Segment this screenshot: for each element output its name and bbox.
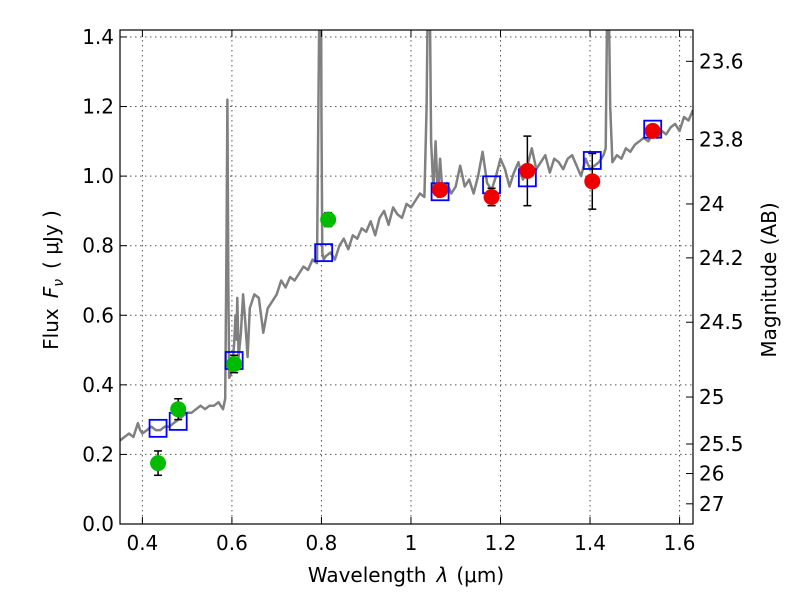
x-tick-label: 0.6 — [216, 531, 248, 555]
y-tick-label: 1.4 — [82, 25, 114, 49]
marker-layer — [148, 119, 663, 477]
observed-point — [584, 173, 601, 190]
spectrum-layer — [120, 30, 693, 442]
y2-tick-label: 24.2 — [699, 246, 744, 270]
observed-point — [320, 211, 337, 228]
x-tick-label: 1 — [405, 531, 418, 555]
x-axis-label: Wavelength λ (μm) — [308, 563, 504, 587]
y2-tick-label: 25 — [699, 385, 724, 409]
observed-point — [644, 122, 661, 139]
grid — [120, 30, 693, 525]
y2-tick-label: 24.5 — [699, 310, 744, 334]
y-tick-label: 0.2 — [82, 442, 114, 466]
y2-tick-label: 23.6 — [699, 49, 744, 73]
spectrum-line — [120, 30, 693, 442]
y-tick-label: 1.0 — [82, 164, 114, 188]
x-tick-label: 1.4 — [574, 531, 606, 555]
observed-point — [226, 355, 243, 372]
x-tick-label: 1.2 — [485, 531, 517, 555]
y2-tick-label: 27 — [699, 492, 724, 516]
x-tick-label: 1.6 — [664, 531, 696, 555]
y2-tick-label: 26 — [699, 462, 724, 486]
y2-tick-label: 24 — [699, 192, 724, 216]
observed-point — [432, 182, 449, 199]
observed-point — [170, 401, 187, 418]
y-axis-label: FluxFν( μJy ) — [39, 210, 67, 350]
y2-tick-label: 25.5 — [699, 432, 744, 456]
observed-point — [150, 455, 167, 472]
y-tick-label: 0.0 — [82, 512, 114, 536]
x-tick-label: 0.4 — [126, 531, 158, 555]
model-square-marker — [314, 243, 334, 263]
model-square-marker — [148, 418, 168, 438]
y-tick-label: 0.8 — [82, 234, 114, 258]
y2-tick-label: 23.8 — [699, 128, 744, 152]
y-tick-label: 1.2 — [82, 95, 114, 119]
y2-axis-label: Magnitude (AB) — [757, 202, 781, 357]
observed-point — [519, 162, 536, 179]
y-tick-label: 0.6 — [82, 303, 114, 327]
y-tick-label: 0.4 — [82, 373, 114, 397]
observed-point — [483, 188, 500, 205]
ticks: 0.4 0.6 0.8 1 1.2 1.4 1.6 0.0 0.2 0.4 0.6 0.8 1.0 1.2… — [82, 25, 743, 555]
x-tick-label: 0.8 — [306, 531, 338, 555]
plot-frame — [119, 29, 694, 525]
